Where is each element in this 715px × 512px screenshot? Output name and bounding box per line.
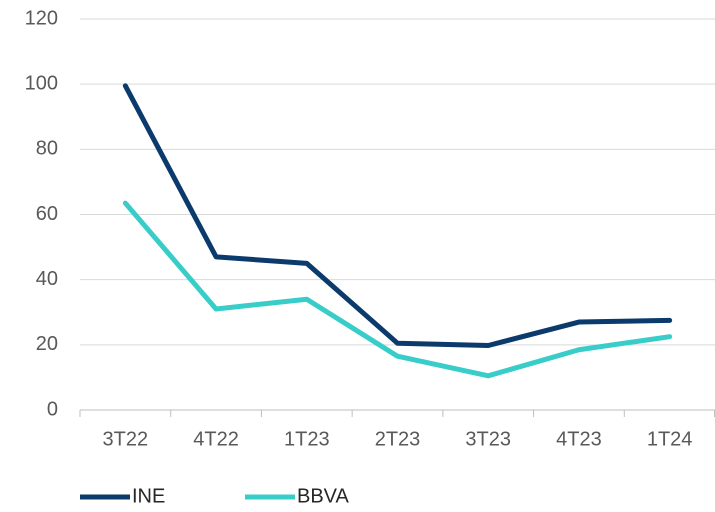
y-tick-label: 20	[36, 333, 58, 355]
legend: INE BBVA	[80, 485, 350, 507]
y-tick-label: 80	[36, 138, 58, 160]
x-tick-label: 2T23	[375, 428, 421, 450]
line-series	[122, 83, 673, 348]
y-tick-label: 120	[25, 7, 58, 29]
x-tick-label: 4T23	[556, 428, 602, 450]
y-tick-label: 60	[36, 203, 58, 225]
legend-label: BBVA	[297, 485, 350, 507]
y-tick-label: 0	[47, 398, 58, 420]
x-tick-label: 4T22	[193, 428, 239, 450]
y-tick-label: 40	[36, 268, 58, 290]
x-tick-label: 1T23	[284, 428, 330, 450]
x-tick-label: 1T24	[647, 428, 693, 450]
line-series	[122, 200, 673, 379]
legend-label: INE	[132, 485, 165, 507]
x-tick-label: 3T22	[103, 428, 149, 450]
y-tick-label: 100	[25, 72, 58, 94]
x-tick-label: 3T23	[465, 428, 511, 450]
